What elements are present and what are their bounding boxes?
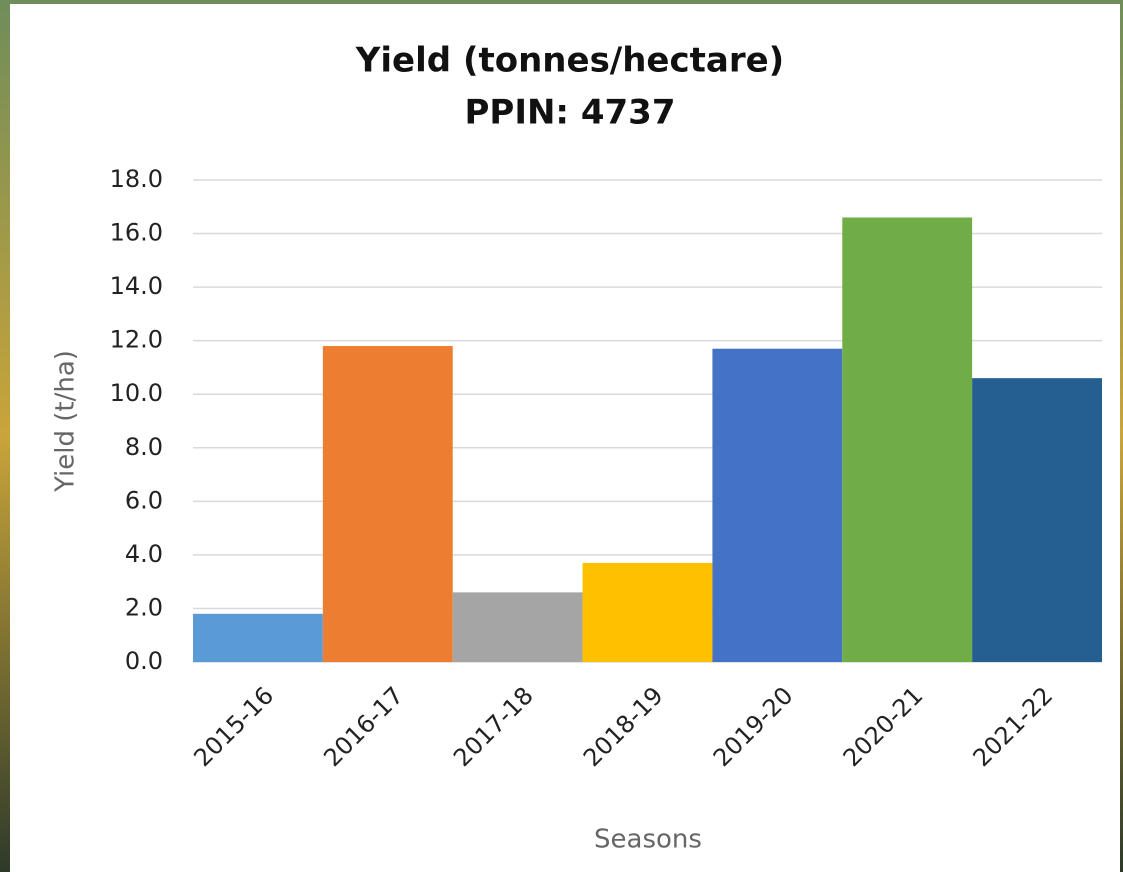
- bar: [712, 348, 843, 662]
- chart-subtitle: PPIN: 4737: [464, 93, 675, 133]
- chart-title: Yield (tonnes/hectare): [355, 41, 784, 81]
- x-axis-label: Seasons: [594, 825, 702, 855]
- y-tick-label: 14.0: [110, 272, 163, 300]
- y-tick-label: 6.0: [125, 486, 163, 514]
- y-tick-label: 4.0: [125, 540, 163, 568]
- y-tick-label: 16.0: [110, 219, 163, 247]
- bar: [842, 217, 973, 662]
- bar: [582, 562, 713, 662]
- y-tick-label: 0.0: [125, 647, 163, 675]
- y-axis-label: Yield (t/ha): [51, 350, 81, 493]
- bar: [452, 592, 583, 662]
- bar: [972, 378, 1102, 662]
- y-tick-label: 2.0: [125, 593, 163, 621]
- y-tick-label: 18.0: [110, 165, 163, 193]
- y-tick-label: 8.0: [125, 433, 163, 461]
- bar: [322, 346, 453, 662]
- y-tick-label: 12.0: [110, 326, 163, 354]
- bar: [193, 613, 323, 662]
- y-tick-label: 10.0: [110, 379, 163, 407]
